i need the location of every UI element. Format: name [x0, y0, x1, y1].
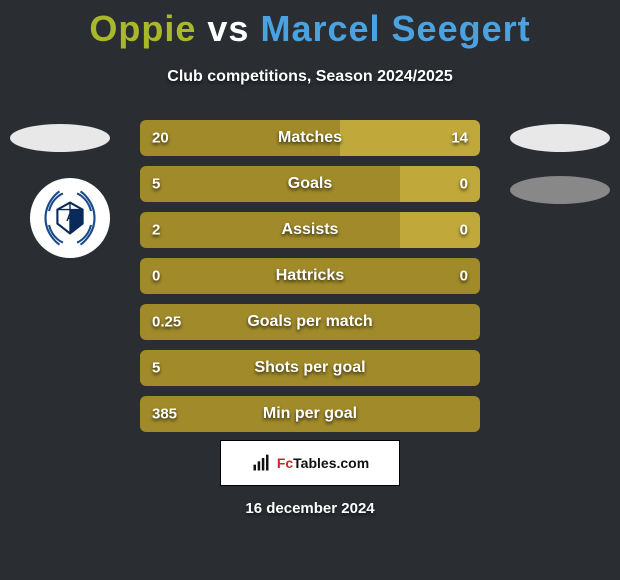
stats-bars: 2014Matches 50Goals 20Assists 00Hattricks 0.…: [140, 120, 480, 442]
stat-bar-left: [140, 304, 480, 340]
stat-row: 00Hattricks: [140, 258, 480, 294]
stat-bar-left: [140, 396, 480, 432]
stat-bar-left: [140, 166, 400, 202]
stat-bar-left: [140, 258, 480, 294]
chart-icon: [251, 453, 271, 473]
stat-bar-right: [400, 166, 480, 202]
club-crest-icon: A: [35, 183, 105, 253]
footer-brand-text: FcTables.com: [277, 455, 369, 471]
page-title: Oppie vs Marcel Seegert: [0, 0, 620, 50]
stat-row: 5Shots per goal: [140, 350, 480, 386]
footer-brand-box: FcTables.com: [220, 440, 400, 486]
stat-row: 0.25Goals per match: [140, 304, 480, 340]
stat-bar-left: [140, 350, 480, 386]
player1-name: Oppie: [89, 8, 196, 49]
brand-prefix: Fc: [277, 455, 293, 471]
stat-row: 20Assists: [140, 212, 480, 248]
stat-row: 50Goals: [140, 166, 480, 202]
brand-suffix: Tables.com: [293, 455, 369, 471]
svg-text:A: A: [66, 212, 74, 224]
stat-bar-right: [340, 120, 480, 156]
stat-row: 385Min per goal: [140, 396, 480, 432]
player2-name: Marcel Seegert: [260, 8, 530, 49]
stat-bar-left: [140, 120, 340, 156]
footer-date: 16 december 2024: [245, 500, 374, 517]
stat-bar-left: [140, 212, 400, 248]
stat-bar-right: [400, 212, 480, 248]
player1-badge-placeholder: [10, 124, 110, 152]
player1-club-logo: A: [30, 178, 110, 258]
player2-badge-placeholder: [510, 124, 610, 152]
stat-row: 2014Matches: [140, 120, 480, 156]
player2-club-placeholder: [510, 176, 610, 204]
subtitle: Club competitions, Season 2024/2025: [0, 68, 620, 86]
vs-text: vs: [207, 8, 249, 49]
